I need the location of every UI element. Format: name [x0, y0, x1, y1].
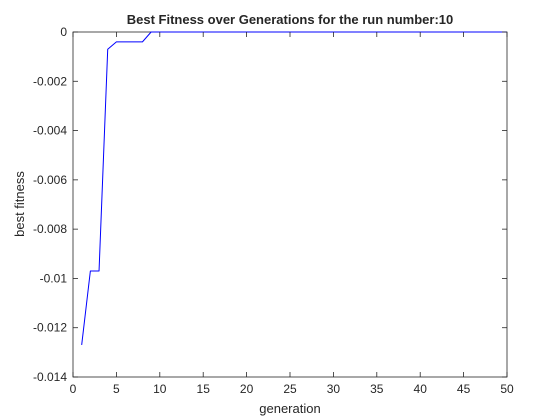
chart-title: Best Fitness over Generations for the ru… — [127, 12, 454, 27]
y-tick-label: -0.008 — [33, 222, 67, 236]
x-tick-label: 45 — [457, 382, 471, 396]
x-tick-label: 15 — [197, 382, 211, 396]
y-tick-label: -0.006 — [33, 173, 67, 187]
x-tick-label: 20 — [240, 382, 254, 396]
x-tick-label: 0 — [70, 382, 77, 396]
x-tick-label: 50 — [500, 382, 514, 396]
plot-area: 0 5 10 15 20 25 30 35 40 45 50 -0.014-0.012-0.01-0… — [33, 25, 514, 396]
x-tick-label: 25 — [283, 382, 297, 396]
x-axis-label: generation — [259, 401, 320, 416]
y-tick-label: -0.01 — [40, 271, 68, 285]
x-tick-label: 30 — [327, 382, 341, 396]
x-tick-label: 40 — [414, 382, 428, 396]
x-axis-ticks: 0 5 10 15 20 25 30 35 40 45 50 — [70, 32, 514, 396]
x-tick-label: 10 — [153, 382, 167, 396]
axes-box — [72, 31, 508, 378]
series-layer — [81, 31, 507, 346]
fitness-series-line — [81, 31, 507, 346]
y-tick-label: 0 — [60, 25, 67, 39]
x-tick-label: 5 — [113, 382, 120, 396]
y-tick-label: -0.014 — [33, 370, 67, 384]
x-tick-label: 35 — [370, 382, 384, 396]
y-tick-label: -0.004 — [33, 124, 67, 138]
y-tick-label: -0.002 — [33, 74, 67, 88]
y-axis-ticks: -0.014 -0.012 -0.01 -0.008 -0.006 -0.004 -0.00… — [33, 25, 507, 384]
y-axis-label: best fitness — [12, 171, 27, 237]
y-tick-label: -0.012 — [33, 321, 67, 335]
